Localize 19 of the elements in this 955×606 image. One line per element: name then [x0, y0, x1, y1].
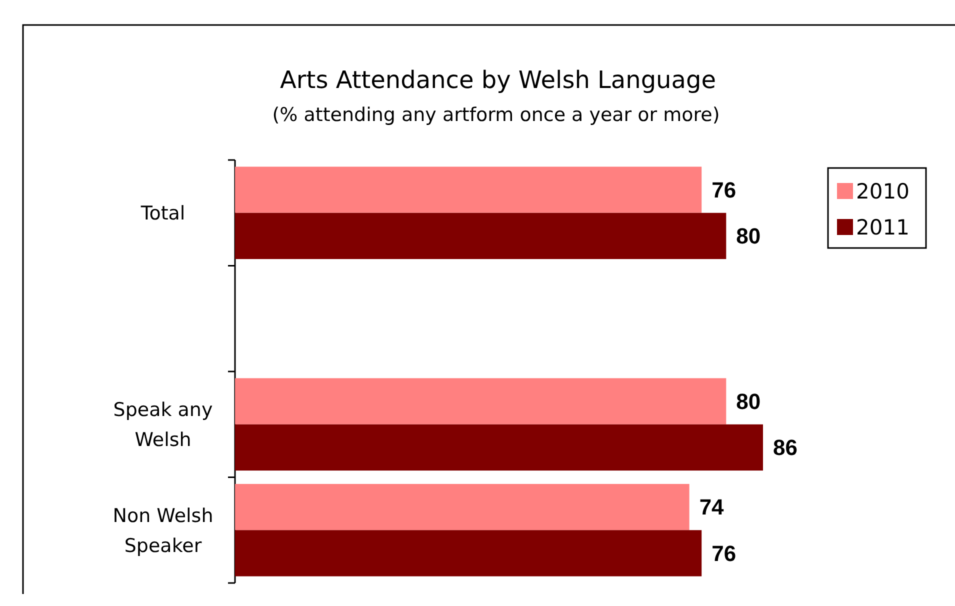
- data-label: 76: [712, 540, 736, 566]
- legend-label: 2010: [856, 179, 910, 204]
- legend-label: 2011: [856, 215, 910, 240]
- chart-title: Arts Attendance by Welsh Language: [280, 66, 716, 94]
- y-tick-label: Speak any Welsh: [113, 399, 213, 452]
- y-tick-label: Non Welsh Speaker: [112, 504, 214, 557]
- bar: [235, 212, 726, 260]
- bar: [235, 378, 726, 424]
- data-label: 86: [773, 435, 798, 460]
- bar: [235, 424, 763, 471]
- bar: [235, 166, 702, 213]
- data-label: 74: [699, 494, 725, 520]
- chart-subtitle: (% attending any artform once a year or more): [272, 104, 720, 126]
- data-label: 76: [712, 177, 736, 202]
- y-tick-label: Total: [140, 202, 186, 225]
- bar: [235, 530, 702, 576]
- bar: [235, 484, 690, 530]
- data-label: 80: [736, 224, 761, 249]
- data-label: 80: [736, 388, 761, 414]
